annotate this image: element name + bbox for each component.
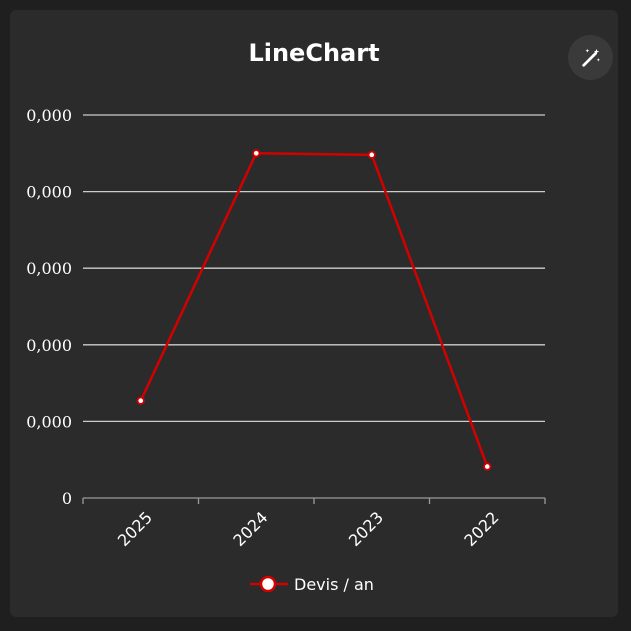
y-tick-label: 0 (62, 489, 72, 508)
x-tick-label: 2023 (345, 508, 387, 550)
y-tick-label: 0,000 (26, 106, 72, 125)
data-point (252, 149, 261, 158)
chart-card: LineChart (10, 10, 618, 617)
legend-marker (259, 575, 277, 593)
y-tick-label: 0,000 (26, 183, 72, 202)
y-tick-label: 0,000 (26, 259, 72, 278)
x-tick-label: 2025 (114, 508, 156, 550)
magic-wand-icon (581, 48, 600, 67)
y-tick-label: 0,000 (26, 412, 72, 431)
series-line (139, 152, 489, 468)
data-point (483, 462, 492, 471)
data-point (136, 396, 145, 405)
legend-label: Devis / an (294, 575, 374, 594)
chart-title: LineChart (248, 39, 380, 67)
x-tick-label: 2022 (460, 508, 502, 550)
x-tick-label: 2024 (229, 508, 271, 550)
y-tick-label: 0,000 (26, 336, 72, 355)
data-point (367, 150, 376, 159)
magic-wand-button[interactable] (568, 35, 613, 80)
